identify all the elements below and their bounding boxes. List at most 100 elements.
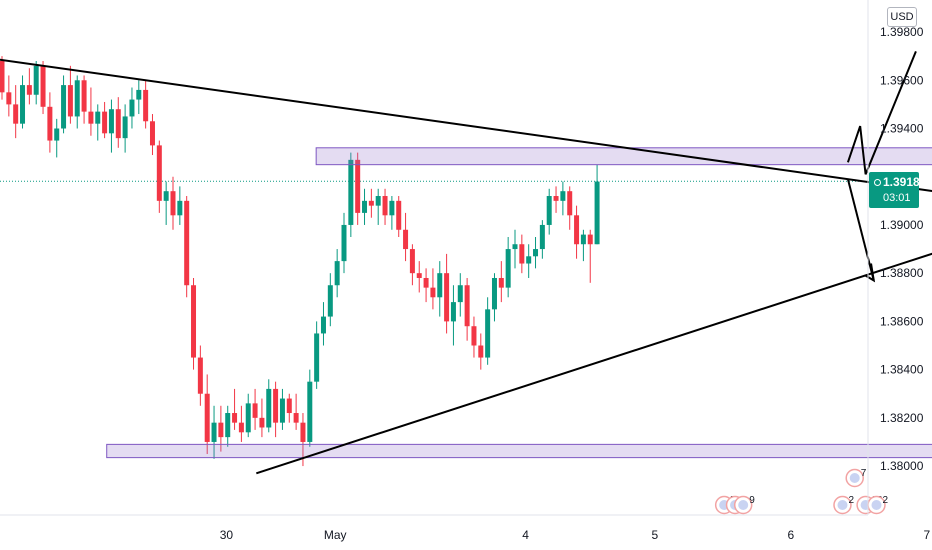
candle-body	[245, 403, 251, 433]
x-tick-label: 7	[923, 528, 930, 542]
candle-body	[471, 326, 477, 346]
y-tick-label: 1.38600	[880, 314, 924, 328]
candle-body	[218, 422, 224, 438]
candle-body	[327, 285, 333, 317]
candle-body	[184, 200, 190, 286]
candle-body	[266, 388, 272, 428]
x-tick-label: 30	[220, 528, 234, 542]
trendline-drawing	[256, 252, 932, 475]
candle-body	[533, 249, 539, 257]
candle-body	[177, 200, 183, 216]
candle-body	[423, 277, 429, 288]
event-count-label: 2	[882, 495, 888, 506]
candle-body	[129, 99, 135, 117]
candle-body	[519, 244, 525, 264]
x-tick-label: 5	[651, 528, 658, 542]
candle-body	[416, 273, 422, 278]
candle-body	[307, 381, 313, 442]
candle-body	[300, 422, 306, 442]
candle-body	[252, 403, 258, 418]
candle-body	[54, 128, 60, 141]
candle-body	[368, 200, 374, 206]
current-price-badge: 1.39181 03:01	[869, 172, 926, 208]
candle-body	[314, 333, 320, 382]
candle-body	[498, 277, 504, 288]
candle-body	[437, 273, 443, 298]
candle-body	[279, 398, 285, 423]
candle-body	[232, 413, 238, 423]
event-flag-fill-icon	[871, 500, 882, 510]
candle-body	[526, 256, 532, 264]
candle-body	[491, 277, 497, 310]
candle-body	[238, 422, 244, 433]
candle-body	[341, 224, 347, 262]
x-tick-label: 6	[787, 528, 794, 542]
candle-body	[389, 200, 395, 216]
support-resistance-zone	[315, 147, 932, 166]
candle-body	[170, 191, 176, 216]
candle-body	[553, 196, 559, 201]
candle-body	[259, 417, 265, 428]
trendline-drawing	[846, 178, 875, 281]
candle-body	[293, 413, 299, 423]
candle-body	[320, 316, 326, 334]
candle-body	[546, 196, 552, 225]
bar-countdown-label: 03:01	[883, 192, 911, 204]
candle-body	[286, 398, 292, 414]
candle-body	[6, 92, 12, 105]
candle-body	[430, 287, 436, 298]
candle-body	[382, 196, 388, 216]
candle-body	[81, 80, 87, 112]
candle-body	[512, 244, 518, 250]
candle-body	[191, 285, 197, 358]
candle-body	[225, 413, 231, 438]
candle-body	[102, 111, 108, 134]
candle-body	[348, 159, 354, 225]
y-tick-label: 1.38800	[880, 266, 924, 280]
event-count-label: 7	[861, 468, 867, 479]
candle-body	[505, 249, 511, 288]
candle-body	[13, 104, 19, 124]
candle-body	[594, 181, 600, 245]
candle-body	[457, 285, 463, 303]
candle-body	[403, 229, 409, 250]
candle-body	[450, 302, 456, 322]
y-tick-label-partial: 1.39800	[880, 25, 924, 39]
candle-body	[587, 234, 593, 245]
candle-body	[67, 85, 73, 117]
candle-body	[33, 65, 39, 95]
x-tick-label: 4	[522, 528, 529, 542]
candle-body	[163, 191, 169, 201]
candle-body	[409, 249, 415, 274]
candle-body	[108, 109, 114, 134]
candle-body	[122, 116, 128, 139]
currency-button[interactable]: USD	[887, 7, 917, 27]
candle-body	[444, 273, 450, 322]
y-tick-label: 1.39000	[880, 218, 924, 232]
support-resistance-zone	[106, 443, 932, 459]
candle-body	[47, 106, 53, 141]
candle-body	[40, 65, 46, 107]
candle-body	[539, 224, 545, 250]
candle-body	[61, 85, 67, 129]
candle-body	[115, 109, 121, 139]
trendline-drawing	[0, 58, 932, 192]
live-dot-icon	[874, 179, 881, 186]
event-flag-fill-icon	[738, 500, 749, 510]
candle-body	[156, 145, 162, 201]
candle-body	[567, 191, 573, 216]
candle-body	[485, 309, 491, 358]
candle-body	[0, 60, 5, 93]
candle-body	[355, 159, 361, 213]
candle-body	[464, 285, 470, 327]
candle-body	[396, 200, 402, 230]
current-price-label: 1.39181	[883, 175, 927, 189]
candle-body	[204, 393, 210, 442]
candle-body	[136, 89, 142, 100]
candle-body	[143, 89, 149, 122]
event-flag-fill-icon	[849, 473, 860, 483]
y-tick-label: 1.38000	[880, 459, 924, 473]
event-flag-fill-icon	[837, 500, 848, 510]
